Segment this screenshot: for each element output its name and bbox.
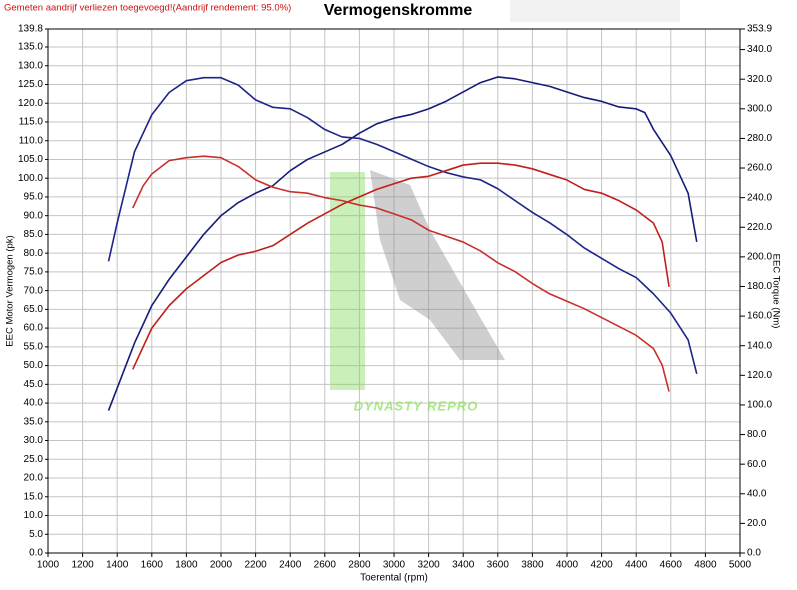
y2-tick-label: 340.0 [747, 44, 772, 55]
watermark-logo [330, 172, 365, 390]
y2-tick-label: 20.0 [747, 518, 767, 529]
x-tick-label: 4600 [660, 560, 683, 571]
x-tick-label: 3000 [383, 560, 406, 571]
y2-tick-label: 120.0 [747, 370, 772, 381]
x-tick-label: 5000 [729, 560, 752, 571]
y-tick-label: 10.0 [24, 510, 44, 521]
x-tick-label: 3800 [521, 560, 544, 571]
x-tick-label: 2600 [314, 560, 337, 571]
y2-tick-label: 40.0 [747, 488, 767, 499]
x-tick-label: 2000 [210, 560, 233, 571]
y-tick-label: 105.0 [18, 154, 43, 165]
y-tick-label: 80.0 [24, 248, 44, 259]
y-tick-label: 45.0 [24, 379, 44, 390]
x-tick-label: 1400 [106, 560, 129, 571]
y-tick-label: 120.0 [18, 98, 43, 109]
y2-tick-label: 240.0 [747, 192, 772, 203]
y-tick-label: 110.0 [19, 135, 44, 146]
y-tick-label: 115.0 [19, 117, 44, 128]
y2-axis-label: EEC Torque (Nm) [770, 254, 781, 329]
series-group [107, 76, 698, 411]
x-tick-label: 4400 [625, 560, 648, 571]
y2-tick-label: 220.0 [747, 222, 772, 233]
x-tick-label: 3200 [417, 560, 440, 571]
y-tick-label: 135.0 [18, 42, 43, 53]
axes: 1000 1200 1400 1600 1800 2000 2200 2400 2600 2800… [18, 24, 772, 571]
y-tick-label: 55.0 [24, 341, 44, 352]
x-tick-label: 3400 [452, 560, 475, 571]
x-tick-label: 4800 [694, 560, 717, 571]
y2-tick-label: 60.0 [747, 459, 767, 470]
y2-tick-label: 0.0 [747, 548, 761, 559]
y-tick-label: 20.0 [24, 473, 44, 484]
x-tick-label: 1000 [37, 560, 60, 571]
y2-tick-label: 100.0 [747, 400, 772, 411]
y2-tick-label: 300.0 [747, 103, 772, 114]
header-box [510, 0, 680, 22]
y-tick-label: 30.0 [24, 435, 44, 446]
y-tick-label: 65.0 [24, 304, 44, 315]
y-tick-label: 95.0 [24, 192, 44, 203]
series-line [132, 162, 670, 370]
y-axis-label: EEC Motor Vermogen (pk) [5, 235, 16, 346]
y-tick-label: 15.0 [24, 491, 44, 502]
grid [47, 28, 741, 554]
y-tick-label: 0.0 [29, 548, 43, 559]
y-tick-label: 5.0 [29, 529, 43, 540]
y-tick-label: 90.0 [24, 210, 44, 221]
y-tick-label: 50.0 [24, 360, 44, 371]
y-tick-label: 75.0 [24, 267, 44, 278]
x-tick-label: 1800 [175, 560, 198, 571]
y2-tick-label: 80.0 [747, 429, 767, 440]
y-tick-label: 60.0 [24, 323, 44, 334]
series-line [107, 76, 698, 375]
chart-title: Vermogenskromme [324, 2, 473, 19]
y2-tick-label: 140.0 [747, 340, 772, 351]
y2-tick-label: 160.0 [747, 311, 772, 322]
watermark: DYNASTY REPRO [354, 398, 479, 413]
y-tick-label: 25.0 [24, 454, 44, 465]
y-tick-label: 100.0 [18, 173, 43, 184]
y2-tick-label: 260.0 [747, 163, 772, 174]
y-tick-label: 35.0 [24, 416, 44, 427]
series-line [107, 76, 698, 411]
y2-tick-label: 200.0 [747, 252, 772, 263]
x-tick-label: 1600 [141, 560, 164, 571]
x-tick-label: 4000 [556, 560, 579, 571]
note: Gemeten aandrijf verliezen toegevoegd!(A… [4, 3, 291, 14]
x-tick-label: 2800 [348, 560, 371, 571]
x-axis-label: Toerental (rpm) [360, 573, 428, 584]
y2-tick-label: 320.0 [747, 74, 772, 85]
y-tick-label: 70.0 [24, 285, 44, 296]
series-line [132, 155, 670, 392]
x-tick-label: 3600 [487, 560, 510, 571]
y2-tick-label: 353.9 [747, 24, 772, 35]
x-tick-label: 2400 [279, 560, 302, 571]
y2-tick-label: 180.0 [747, 281, 772, 292]
x-tick-label: 2200 [244, 560, 267, 571]
x-tick-label: 1200 [71, 560, 94, 571]
y-tick-label: 125.0 [18, 79, 43, 90]
y-tick-label: 139.8 [18, 24, 43, 35]
y2-tick-label: 280.0 [747, 133, 772, 144]
y-tick-label: 40.0 [24, 398, 44, 409]
y-tick-label: 130.0 [18, 60, 43, 71]
y-tick-label: 85.0 [24, 229, 44, 240]
x-tick-label: 4200 [590, 560, 613, 571]
